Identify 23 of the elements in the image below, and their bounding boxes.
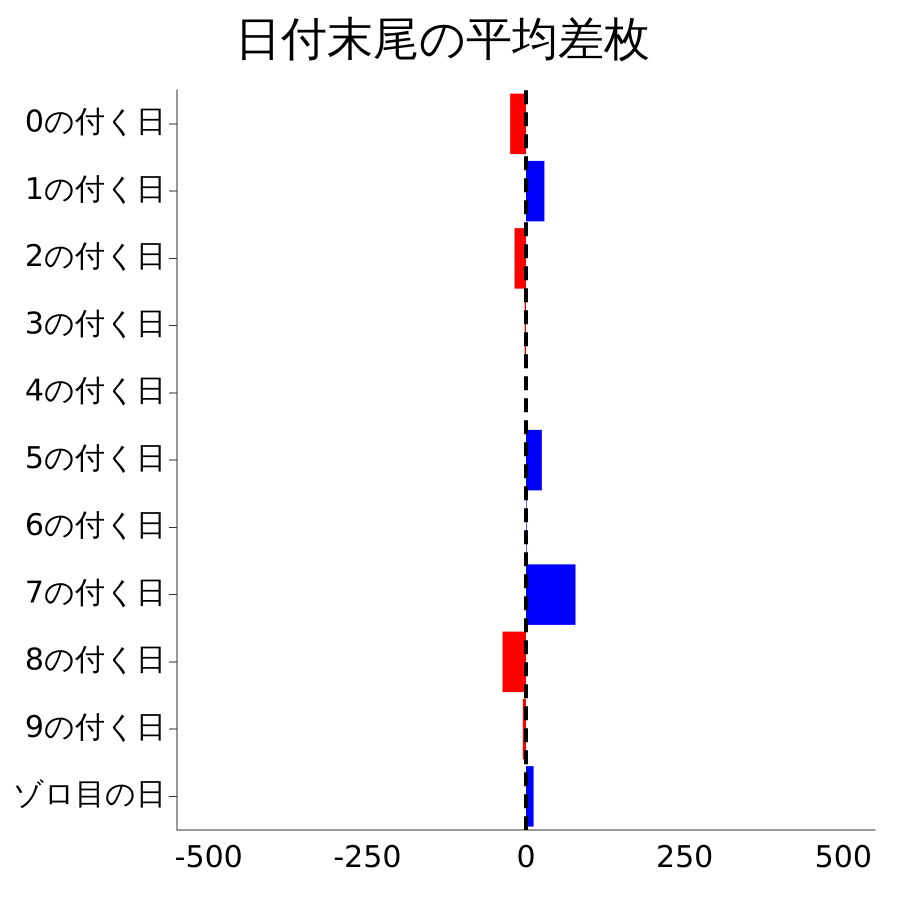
y-tick-label: 5の付く日 <box>24 440 166 476</box>
y-tick-label: 9の付く日 <box>24 710 166 745</box>
y-tick-label: 4の付く日 <box>24 374 166 409</box>
bar <box>526 160 544 222</box>
y-tick-label: 3の付く日 <box>24 306 166 342</box>
bar <box>514 228 526 289</box>
y-tick-label: 1の付く日 <box>24 172 166 207</box>
y-tick-label: 7の付く日 <box>24 575 166 610</box>
bar <box>526 430 542 490</box>
x-tick-label: -250 <box>333 840 402 875</box>
y-tick-label: 6の付く日 <box>24 508 166 544</box>
bar <box>526 564 576 625</box>
y-tick-label: ゾロ目の日 <box>13 777 166 812</box>
y-tick-label: 2の付く日 <box>24 239 166 274</box>
x-tick-label: 0 <box>516 840 536 875</box>
y-tick-label: 8の付く日 <box>24 642 166 678</box>
x-tick-label: 500 <box>814 840 872 875</box>
x-tick-label: 250 <box>656 840 714 875</box>
chart-title: 日付末尾の平均差枚 <box>235 12 650 66</box>
bar <box>510 94 526 154</box>
y-tick-label: 0の付く日 <box>24 104 166 140</box>
bar <box>502 632 526 692</box>
x-tick-label: -500 <box>174 840 243 875</box>
